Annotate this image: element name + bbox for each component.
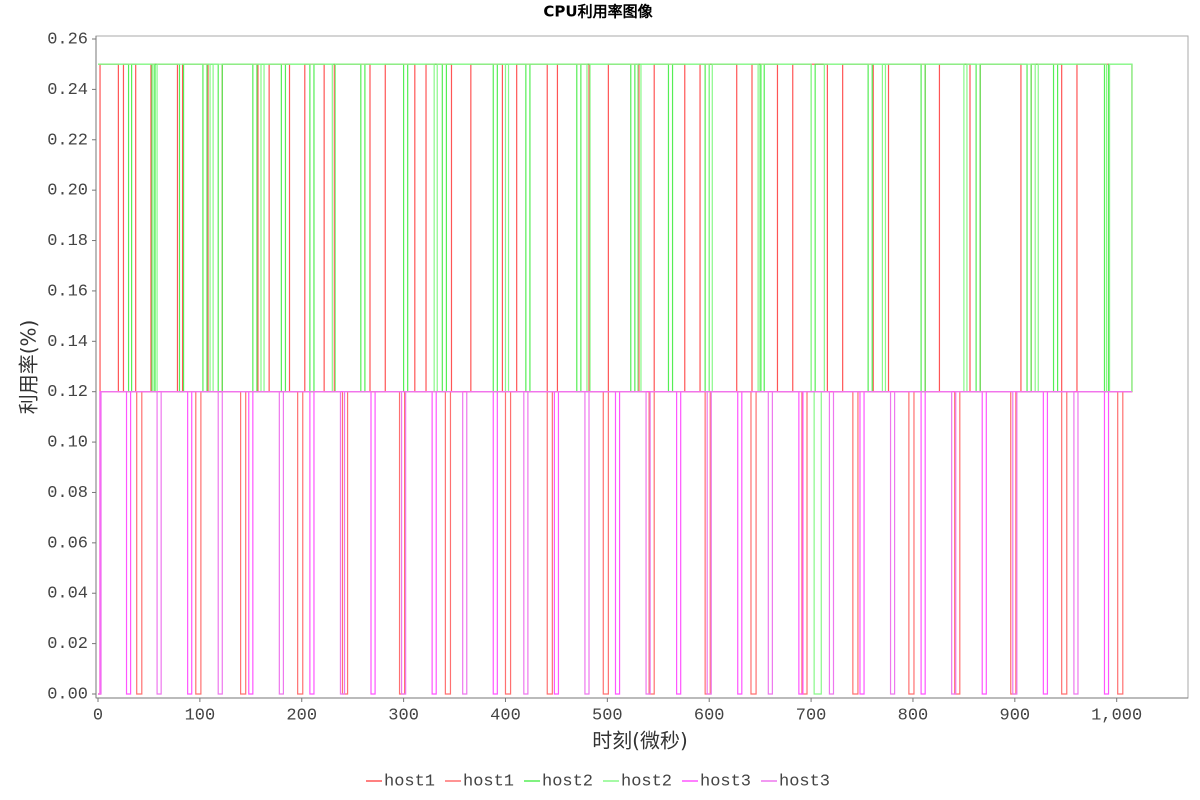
- y-tick-label: 0.22: [47, 131, 88, 150]
- y-tick-label: 0.20: [47, 182, 88, 201]
- series-line: [98, 391, 1132, 695]
- y-tick-label: 0.14: [47, 333, 88, 352]
- x-tick-label: 700: [796, 706, 827, 725]
- y-tick-label: 0.08: [47, 484, 88, 503]
- legend-label: host1: [384, 772, 435, 791]
- legend-label: host1: [463, 772, 514, 791]
- x-tick-label: 0: [93, 706, 103, 725]
- plot-area: [95, 35, 1189, 699]
- x-tick-label: 900: [1000, 706, 1031, 725]
- chart-title: CPU利用率图像: [543, 3, 653, 21]
- y-tick-label: 0.16: [47, 282, 88, 301]
- series-line: [98, 391, 1132, 695]
- x-tick-label: 400: [490, 706, 521, 725]
- x-axis-label: 时刻(微秒): [592, 729, 688, 753]
- x-tick-label: 600: [694, 706, 725, 725]
- series-line: [98, 391, 1132, 695]
- x-tick-label: 800: [898, 706, 929, 725]
- y-axis-label: 利用率(%): [17, 320, 41, 415]
- legend-label: host2: [621, 772, 672, 791]
- x-tick-label: 300: [388, 706, 419, 725]
- x-tick-label: 200: [286, 706, 317, 725]
- legend-label: host3: [779, 772, 830, 791]
- x-tick-label: 100: [185, 706, 216, 725]
- y-tick-label: 0.04: [47, 585, 88, 604]
- y-tick-label: 0.06: [47, 534, 88, 553]
- y-tick-label: 0.18: [47, 232, 88, 251]
- x-tick-label: 1,000: [1091, 706, 1142, 725]
- y-tick-label: 0.00: [47, 685, 88, 704]
- legend-label: host3: [700, 772, 751, 791]
- y-tick-label: 0.12: [47, 383, 88, 402]
- x-tick-label: 500: [592, 706, 623, 725]
- y-tick-label: 0.24: [47, 81, 88, 100]
- legend-label: host2: [542, 772, 593, 791]
- y-tick-label: 0.02: [47, 635, 88, 654]
- y-tick-label: 0.10: [47, 434, 88, 453]
- y-tick-label: 0.26: [47, 30, 88, 49]
